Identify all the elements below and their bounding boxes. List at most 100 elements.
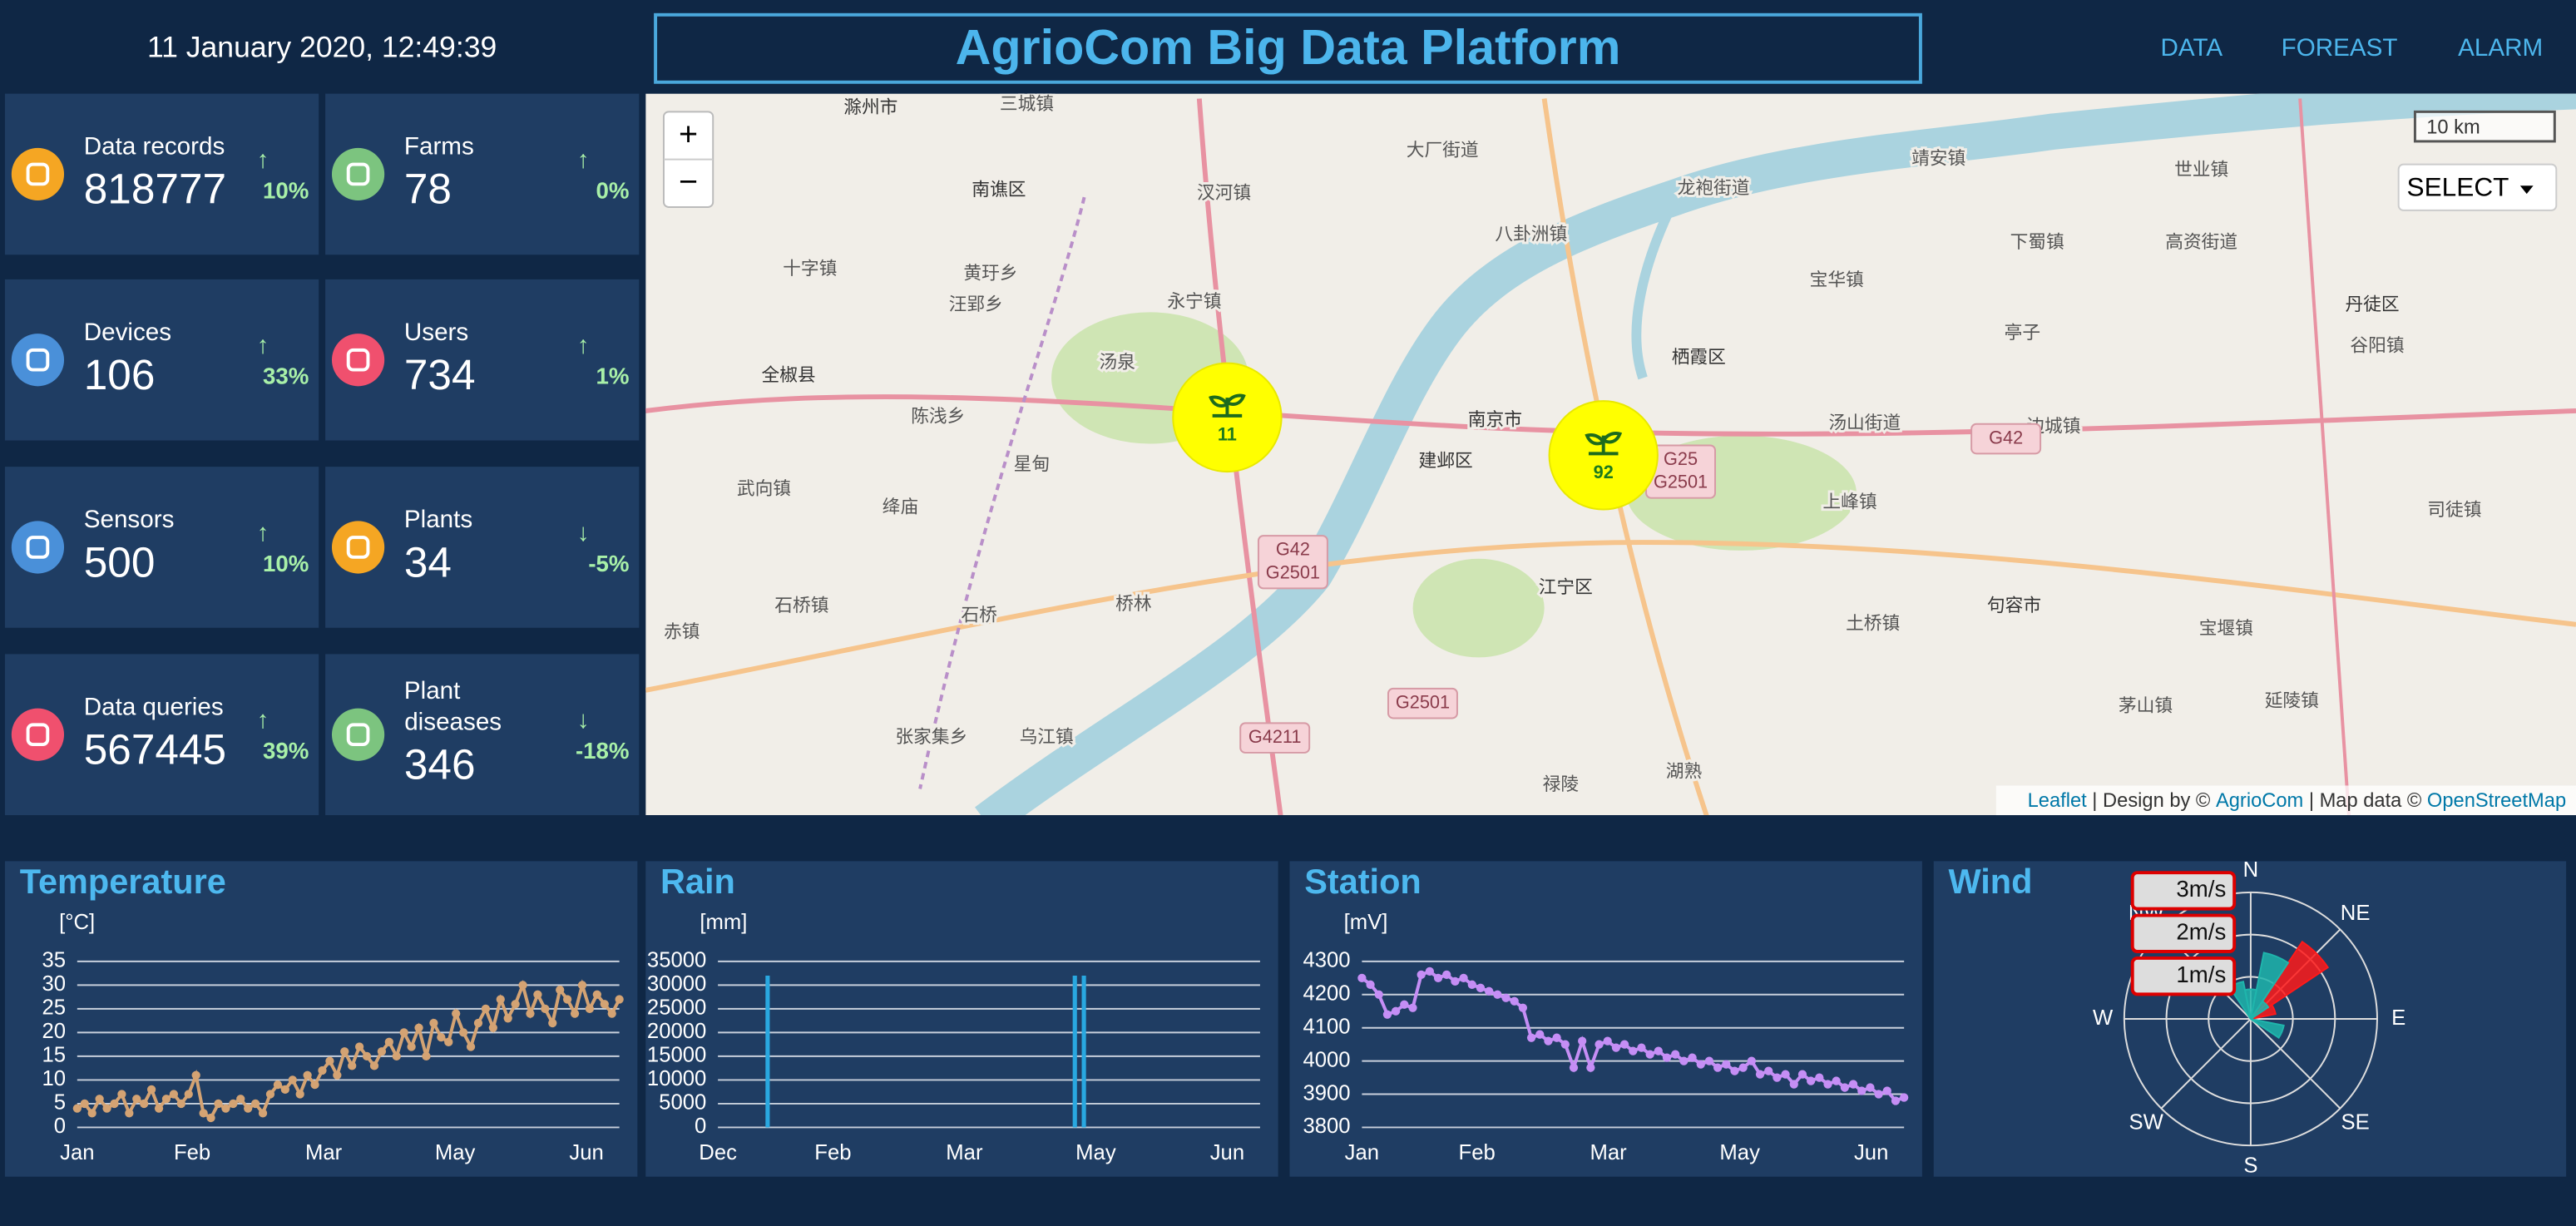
direction-label: NE: [2341, 902, 2371, 925]
y-tick-label: 5000: [659, 1091, 706, 1115]
data-point: [488, 1023, 497, 1032]
stat-arrow: ↓: [577, 519, 590, 546]
map-place-label: 句容市: [1987, 595, 2041, 615]
stat-change: 1%: [596, 363, 630, 389]
data-point: [1755, 1070, 1765, 1079]
y-tick-label: 3900: [1303, 1081, 1350, 1105]
legend-box[interactable]: [2130, 956, 2237, 996]
map-scale-label: 10 km: [2426, 116, 2480, 138]
data-point: [236, 1095, 245, 1104]
nav-link[interactable]: ALARM: [2458, 34, 2543, 62]
stat-icon-glyph: [26, 162, 50, 186]
map-place-label: 星甸: [1014, 453, 1050, 474]
data-point: [1722, 1060, 1731, 1069]
legend-label: 2m/s: [2176, 919, 2226, 945]
chart-panel: [645, 861, 1278, 1177]
data-point: [1544, 1036, 1553, 1046]
data-point: [1857, 1086, 1866, 1095]
data-point: [102, 1104, 111, 1113]
map-place-label: 永宁镇: [1167, 290, 1221, 311]
bar: [1081, 975, 1086, 1128]
data-point: [577, 981, 587, 990]
data-point: [362, 1051, 372, 1061]
y-tick-label: 4200: [1303, 982, 1350, 1006]
data-point: [444, 1037, 453, 1046]
stat-change: 10%: [263, 551, 309, 576]
data-point: [1773, 1073, 1782, 1082]
data-point: [1679, 1056, 1688, 1065]
road-shield-label: G25: [1664, 448, 1698, 469]
map-road: [645, 394, 2576, 437]
map-park: [1412, 558, 1545, 658]
data-point: [548, 1018, 557, 1028]
data-point: [1442, 970, 1451, 979]
stat-icon-glyph: [26, 348, 50, 372]
rose-sector: [2250, 1000, 2270, 1020]
x-tick-label: Jun: [1210, 1141, 1244, 1164]
data-point: [1526, 1033, 1536, 1042]
data-point: [154, 1104, 164, 1113]
x-tick-label: Jun: [1854, 1141, 1888, 1164]
attribution-link[interactable]: AgrioCom: [2216, 790, 2303, 812]
data-point: [1848, 1080, 1858, 1089]
attribution-link[interactable]: OpenStreetMap: [2427, 790, 2566, 812]
map-road: [2298, 98, 2351, 816]
map-place-label: 石桥: [961, 605, 997, 625]
nav-link[interactable]: FOREAST: [2282, 34, 2398, 62]
data-point: [452, 1009, 461, 1018]
road-shield-label: G42: [1989, 427, 2023, 447]
rose-sector: [2250, 940, 2330, 1020]
data-point: [1764, 1066, 1773, 1075]
data-point: [407, 1042, 416, 1051]
zoom-out-button[interactable]: −: [679, 164, 698, 200]
data-point: [1645, 1050, 1654, 1059]
y-tick-label: 15: [42, 1044, 66, 1067]
data-point: [310, 1080, 319, 1090]
data-point: [229, 1099, 238, 1109]
rose-sector: [2250, 1018, 2285, 1039]
data-point: [1900, 1093, 1909, 1102]
map-place-label: 石桥镇: [774, 595, 828, 615]
stat-icon-glyph: [346, 162, 370, 186]
y-axis-label: [°C]: [59, 911, 95, 934]
data-point: [295, 1090, 304, 1099]
select-box[interactable]: [2397, 163, 2558, 211]
stat-value: 500: [84, 538, 156, 586]
legend-box[interactable]: [2130, 871, 2237, 911]
zoom-in-button[interactable]: +: [679, 116, 698, 152]
data-point: [1382, 1010, 1392, 1019]
stat-icon: [11, 708, 65, 761]
map-place-label: 司徒镇: [2427, 499, 2481, 520]
data-point: [1611, 1043, 1621, 1052]
nav-link[interactable]: DATA: [2161, 34, 2223, 62]
data-point: [511, 1000, 520, 1009]
map-place-label: 江宁区: [1539, 576, 1593, 597]
stat-arrow: ↑: [257, 706, 269, 734]
map-place-label: 乌江镇: [1020, 726, 1074, 747]
stat-value: 78: [404, 166, 452, 213]
road-shield-label: G4211: [1248, 726, 1302, 747]
data-point: [1738, 1063, 1748, 1072]
data-point: [1595, 1040, 1604, 1049]
data-point: [1832, 1076, 1841, 1085]
data-point: [1815, 1073, 1824, 1082]
select-label[interactable]: SELECT: [2407, 172, 2509, 202]
attribution-link[interactable]: Leaflet: [2028, 790, 2088, 812]
data-point: [1476, 983, 1486, 992]
legend-box[interactable]: [2130, 913, 2237, 954]
map-place-label: 宝堰镇: [2199, 617, 2253, 638]
x-tick-label: May: [435, 1141, 476, 1164]
stat-icon-glyph: [346, 348, 370, 372]
y-tick-label: 30000: [647, 972, 706, 996]
direction-label: W: [2093, 1006, 2114, 1030]
cluster-marker[interactable]: [1172, 362, 1283, 473]
data-point: [265, 1090, 275, 1099]
stat-change: 39%: [263, 738, 309, 764]
x-tick-label: Jan: [60, 1141, 94, 1164]
data-point: [1807, 1076, 1816, 1085]
stat-value: 734: [404, 351, 476, 398]
map-road: [645, 540, 2576, 693]
data-point: [1840, 1083, 1850, 1092]
